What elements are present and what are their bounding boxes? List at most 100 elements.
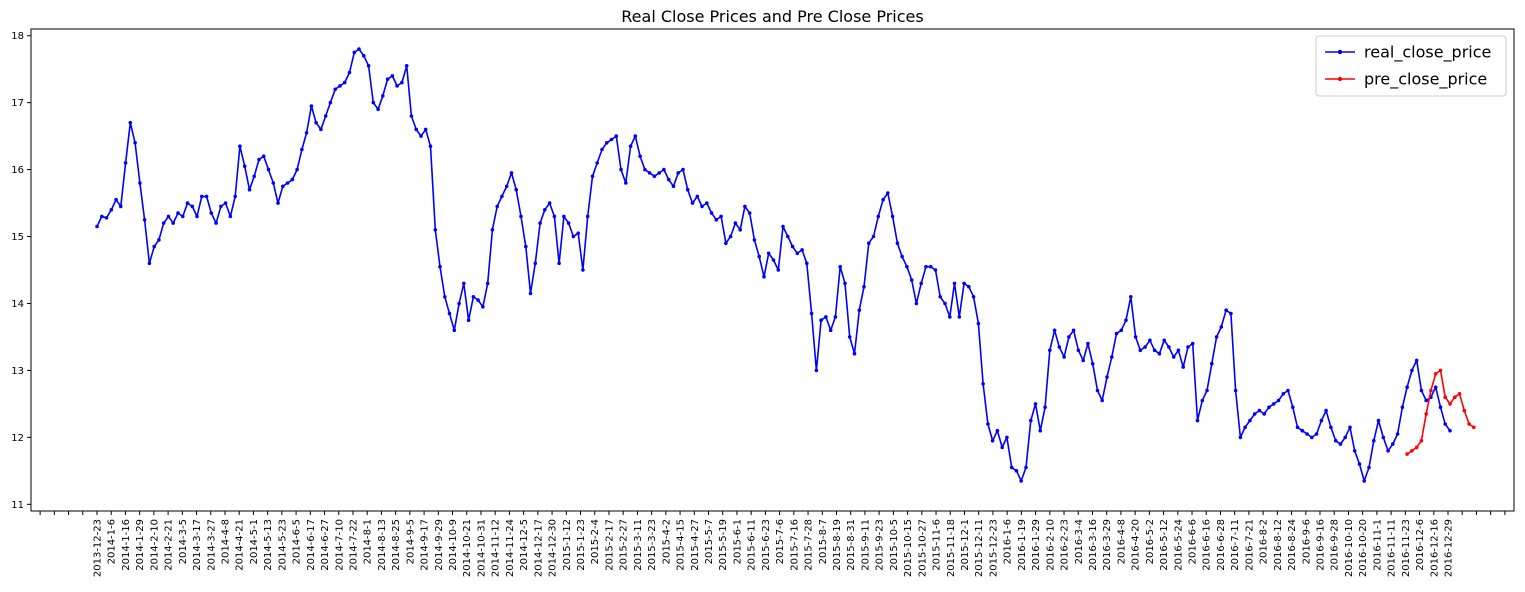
data-point bbox=[304, 131, 309, 135]
data-point bbox=[871, 234, 876, 239]
x-tick-label: 2015-4-2 bbox=[661, 519, 672, 564]
x-tick-label: 2014-5-13 bbox=[263, 519, 274, 571]
data-point bbox=[195, 214, 199, 219]
data-point bbox=[938, 295, 942, 299]
x-tick-label: 2016-2-10 bbox=[1045, 519, 1056, 571]
data-point bbox=[295, 167, 299, 172]
data-point bbox=[443, 295, 447, 299]
x-tick-label: 2016-7-21 bbox=[1244, 519, 1255, 571]
data-point bbox=[862, 284, 866, 289]
data-point bbox=[1181, 365, 1185, 369]
data-point bbox=[981, 382, 985, 386]
data-point bbox=[700, 204, 704, 209]
data-point bbox=[1291, 405, 1295, 410]
data-point bbox=[1329, 425, 1333, 430]
data-point bbox=[1014, 469, 1019, 473]
data-point bbox=[200, 194, 204, 199]
data-point bbox=[1233, 388, 1238, 393]
x-tick-label: 2015-12-1 bbox=[960, 519, 971, 571]
data-point bbox=[1143, 345, 1147, 349]
x-tick-label: 2014-3-27 bbox=[206, 519, 217, 571]
data-point bbox=[171, 221, 175, 225]
data-point bbox=[681, 167, 685, 172]
y-tick-label: 13 bbox=[11, 366, 24, 377]
data-point bbox=[176, 211, 180, 215]
x-tick-label: 2016-4-20 bbox=[1131, 519, 1142, 571]
data-point bbox=[357, 47, 361, 51]
data-point bbox=[576, 231, 580, 235]
data-point bbox=[142, 218, 147, 222]
data-point bbox=[571, 234, 576, 239]
legend-box bbox=[1315, 35, 1507, 97]
data-point bbox=[657, 171, 661, 175]
data-point bbox=[409, 114, 414, 118]
data-point bbox=[919, 281, 923, 286]
data-point bbox=[819, 318, 823, 323]
x-tick-label: 2014-6-17 bbox=[306, 519, 317, 571]
plot-area-frame bbox=[30, 28, 1515, 512]
legend-entry: real_close_price bbox=[1325, 43, 1491, 63]
x-tick-label: 2016-3-29 bbox=[1102, 519, 1113, 571]
data-point bbox=[238, 144, 242, 148]
data-point bbox=[447, 311, 452, 316]
series-layer bbox=[95, 47, 1476, 483]
data-point bbox=[524, 244, 528, 249]
data-point bbox=[166, 214, 171, 219]
data-point bbox=[333, 87, 338, 92]
data-point bbox=[347, 70, 352, 75]
x-tick-label: 2015-3-23 bbox=[647, 519, 658, 571]
x-tick-label: 2014-1-16 bbox=[121, 519, 132, 571]
data-point bbox=[685, 187, 690, 192]
data-point bbox=[1086, 341, 1090, 346]
x-tick-label: 2015-1-23 bbox=[576, 519, 587, 571]
x-tick-label: 2015-4-27 bbox=[690, 519, 701, 571]
data-point bbox=[462, 281, 466, 286]
data-point bbox=[990, 438, 995, 443]
data-point bbox=[738, 228, 742, 232]
data-point bbox=[805, 261, 809, 266]
data-point bbox=[933, 268, 938, 272]
data-point bbox=[1438, 368, 1443, 373]
data-point bbox=[509, 171, 514, 175]
data-point bbox=[1457, 392, 1462, 396]
data-point bbox=[743, 204, 747, 209]
data-point bbox=[1081, 358, 1085, 363]
x-tick-label: 2016-5-12 bbox=[1159, 519, 1170, 571]
x-tick-label: 2014-9-29 bbox=[434, 519, 445, 571]
data-point bbox=[342, 80, 347, 85]
data-point bbox=[1195, 418, 1200, 423]
data-point bbox=[1391, 442, 1395, 446]
data-point bbox=[962, 281, 966, 286]
data-point bbox=[276, 201, 280, 205]
x-tick-label: 2016-1-6 bbox=[1003, 519, 1014, 564]
data-point bbox=[776, 268, 781, 272]
x-tick-label: 2015-11-6 bbox=[932, 519, 943, 571]
data-point bbox=[323, 114, 328, 118]
series-pre_close_price bbox=[1405, 368, 1476, 456]
x-tick-label: 2016-9-28 bbox=[1330, 519, 1341, 571]
x-tick-label: 2014-5-1 bbox=[249, 519, 260, 564]
data-point bbox=[381, 94, 385, 98]
data-point bbox=[905, 264, 909, 269]
data-point bbox=[123, 161, 128, 165]
series-real_close_price bbox=[95, 47, 1452, 483]
data-point bbox=[1467, 422, 1471, 426]
data-point bbox=[1429, 388, 1433, 393]
x-tick-label: 2014-2-10 bbox=[149, 519, 160, 571]
x-axis: 2013-12-23 2014-1-6 2014-1-16 2014-1-29 2014… bbox=[39, 511, 1506, 577]
data-point bbox=[1114, 331, 1119, 336]
x-tick-label: 2014-3-5 bbox=[178, 519, 189, 564]
data-point bbox=[457, 301, 461, 306]
data-point bbox=[1438, 405, 1443, 410]
data-point bbox=[781, 224, 785, 229]
x-tick-label: 2014-2-21 bbox=[164, 519, 175, 571]
data-point bbox=[971, 295, 976, 299]
data-point bbox=[867, 241, 871, 245]
data-point bbox=[490, 228, 495, 232]
x-tick-label: 2015-2-27 bbox=[619, 519, 630, 571]
data-point bbox=[1024, 465, 1028, 470]
data-point bbox=[485, 281, 490, 286]
data-point bbox=[1029, 418, 1033, 423]
data-point bbox=[519, 214, 523, 219]
